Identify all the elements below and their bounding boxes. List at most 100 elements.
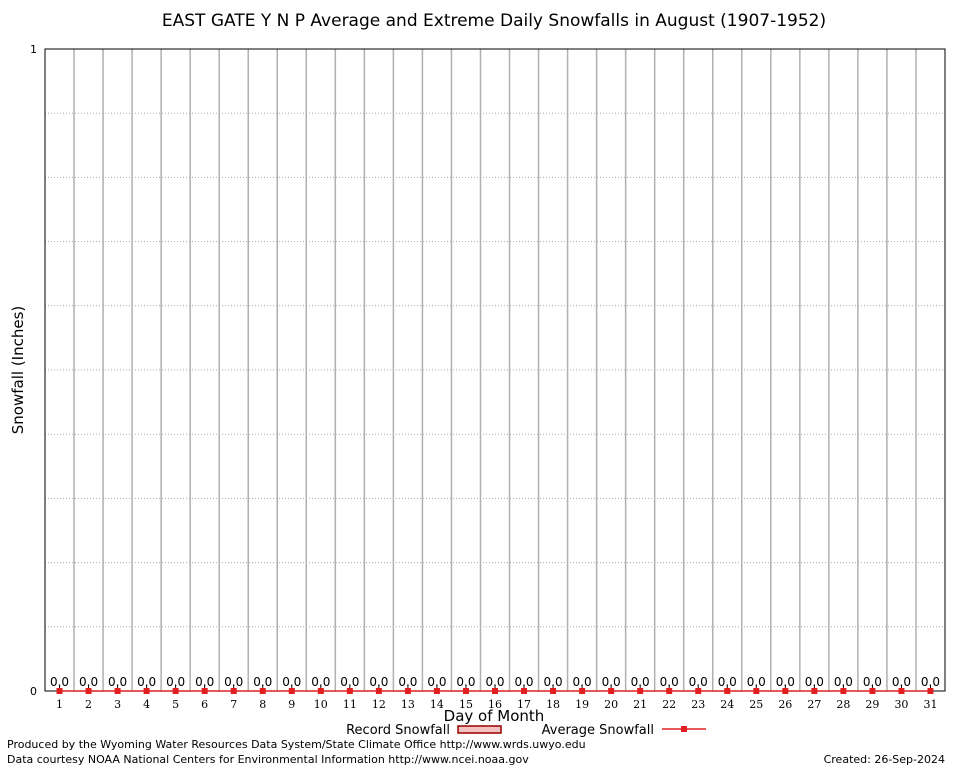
average-point bbox=[85, 688, 92, 694]
credit-line-1: Produced by the Wyoming Water Resources … bbox=[7, 738, 586, 751]
average-point bbox=[288, 688, 295, 694]
average-point bbox=[869, 688, 876, 694]
legend: Record Snowfall Average Snowfall bbox=[346, 723, 706, 738]
data-label: 0.0 bbox=[79, 675, 98, 689]
average-point bbox=[550, 688, 557, 694]
average-point bbox=[143, 688, 150, 694]
x-tick-label: 28 bbox=[836, 698, 850, 711]
x-tick-label: 12 bbox=[372, 698, 386, 711]
data-label: 0.0 bbox=[311, 675, 330, 689]
average-point bbox=[608, 688, 615, 694]
x-tick-label: 5 bbox=[172, 698, 179, 711]
day-columns bbox=[73, 49, 917, 691]
data-label: 0.0 bbox=[718, 675, 737, 689]
data-label: 0.0 bbox=[369, 675, 388, 689]
x-tick-label: 22 bbox=[662, 698, 676, 711]
x-tick-label: 30 bbox=[894, 698, 908, 711]
data-label: 0.0 bbox=[485, 675, 504, 689]
x-tick-label: 17 bbox=[517, 698, 531, 711]
x-tick-label: 3 bbox=[114, 698, 121, 711]
average-point bbox=[346, 688, 353, 694]
average-point bbox=[840, 688, 847, 694]
data-label: 0.0 bbox=[805, 675, 824, 689]
average-point bbox=[433, 688, 440, 694]
data-label: 0.0 bbox=[689, 675, 708, 689]
average-point bbox=[927, 688, 934, 694]
data-label: 0.0 bbox=[573, 675, 592, 689]
grid-lines bbox=[45, 112, 945, 628]
average-snowfall-series bbox=[56, 688, 934, 694]
x-tick-label: 1 bbox=[56, 698, 63, 711]
average-point bbox=[811, 688, 818, 694]
average-point bbox=[201, 688, 208, 694]
data-label: 0.0 bbox=[892, 675, 911, 689]
average-point bbox=[375, 688, 382, 694]
x-tick-label: 6 bbox=[201, 698, 208, 711]
data-label: 0.0 bbox=[863, 675, 882, 689]
x-tick-label: 13 bbox=[401, 698, 415, 711]
x-tick-label: 16 bbox=[488, 698, 502, 711]
average-point bbox=[230, 688, 237, 694]
data-label: 0.0 bbox=[921, 675, 940, 689]
average-point bbox=[637, 688, 644, 694]
average-point bbox=[462, 688, 469, 694]
legend-swatch-record bbox=[457, 725, 502, 734]
y-axis: 01 bbox=[30, 43, 50, 698]
x-tick-label: 25 bbox=[749, 698, 763, 711]
average-point bbox=[492, 688, 498, 694]
data-label: 0.0 bbox=[776, 675, 795, 689]
x-tick-label: 14 bbox=[430, 698, 444, 711]
average-point bbox=[579, 688, 586, 694]
data-label: 0.0 bbox=[456, 675, 475, 689]
data-label: 0.0 bbox=[660, 675, 679, 689]
data-label: 0.0 bbox=[427, 675, 446, 689]
data-labels: 0.0 0.0 0.0 0.0 0.0 0.0 0.0 0.0 0.0 0.0 0.0 0.0 0.0 0… bbox=[50, 675, 940, 689]
data-label: 0.0 bbox=[282, 675, 301, 689]
data-label: 0.0 bbox=[602, 675, 621, 689]
x-tick-label: 2 bbox=[85, 698, 92, 711]
chart-title: EAST GATE Y N P Average and Extreme Dail… bbox=[162, 11, 826, 31]
x-tick-label: 15 bbox=[459, 698, 473, 711]
x-tick-label: 7 bbox=[230, 698, 237, 711]
average-point bbox=[404, 688, 411, 694]
x-tick-label: 31 bbox=[923, 698, 937, 711]
average-point bbox=[56, 688, 63, 694]
average-point bbox=[782, 688, 789, 694]
x-tick-label: 8 bbox=[259, 698, 266, 711]
legend-marker-average bbox=[681, 726, 687, 732]
x-tick-label: 9 bbox=[288, 698, 295, 711]
x-tick-label: 19 bbox=[575, 698, 589, 711]
data-label: 0.0 bbox=[108, 675, 127, 689]
created-date: Created: 26-Sep-2024 bbox=[823, 753, 945, 766]
data-label: 0.0 bbox=[834, 675, 853, 689]
x-tick-label: 20 bbox=[604, 698, 618, 711]
x-axis: 1 2 3 4 5 6 7 8 9 10 11 12 13 14 15 16 17 18 19 20 21 22 23 24 2… bbox=[56, 686, 937, 711]
data-label: 0.0 bbox=[137, 675, 156, 689]
x-tick-label: 26 bbox=[778, 698, 792, 711]
average-point bbox=[898, 688, 905, 694]
average-point bbox=[753, 688, 760, 694]
x-tick-label: 21 bbox=[633, 698, 647, 711]
data-label: 0.0 bbox=[514, 675, 533, 689]
data-label: 0.0 bbox=[631, 675, 650, 689]
data-label: 0.0 bbox=[253, 675, 272, 689]
average-point bbox=[172, 688, 179, 694]
legend-label-average: Average Snowfall bbox=[542, 723, 654, 738]
x-tick-label: 10 bbox=[314, 698, 328, 711]
data-label: 0.0 bbox=[398, 675, 417, 689]
data-label: 0.0 bbox=[224, 675, 243, 689]
average-point bbox=[317, 688, 324, 694]
data-label: 0.0 bbox=[195, 675, 214, 689]
data-label: 0.0 bbox=[544, 675, 563, 689]
average-point bbox=[724, 688, 731, 694]
y-tick-label: 1 bbox=[30, 43, 37, 56]
x-tick-label: 24 bbox=[720, 698, 734, 711]
data-label: 0.0 bbox=[50, 675, 69, 689]
y-axis-label: Snowfall (Inches) bbox=[9, 306, 27, 434]
y-tick-label: 0 bbox=[30, 685, 37, 698]
average-point bbox=[695, 688, 702, 694]
x-tick-label: 27 bbox=[807, 698, 821, 711]
x-tick-label: 11 bbox=[343, 698, 357, 711]
average-point bbox=[521, 688, 528, 694]
